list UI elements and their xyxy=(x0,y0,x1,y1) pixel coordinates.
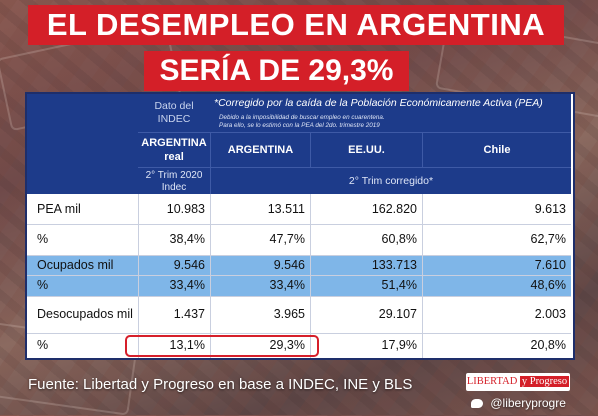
table-cell: 13.511 xyxy=(267,202,305,216)
grid-line xyxy=(138,194,139,358)
table-cell: 29,3% xyxy=(269,338,305,352)
table-cell: 60,8% xyxy=(381,232,417,246)
row-label-pea-pct: % xyxy=(37,232,49,246)
grid-line xyxy=(27,333,571,334)
grid-line xyxy=(310,194,311,358)
twitter-handle: @liberyprogre xyxy=(471,396,566,410)
table-cell: 1.437 xyxy=(173,307,205,321)
header-note: *Corregido por la caída de la Población … xyxy=(210,94,571,132)
note-line-2: Para ello, se lo estimó con la PEA del 2… xyxy=(219,122,380,129)
table-cell: 29.107 xyxy=(378,307,417,321)
header-dato-indec-label: Dato del INDEC xyxy=(154,100,194,125)
table-cell: 133.713 xyxy=(371,258,417,272)
twitter-handle-text: @liberyprogre xyxy=(490,396,566,410)
table-cell: 9.546 xyxy=(173,258,205,272)
header-corner xyxy=(27,94,138,194)
table-cell: 9.546 xyxy=(273,258,305,272)
table-cell: 10.983 xyxy=(166,202,205,216)
libertad-y-progreso-logo: LIBERTAD y Progreso xyxy=(466,373,570,391)
row-label-desocupados: Desocupados mil xyxy=(37,307,133,321)
grid-line xyxy=(422,194,423,358)
table-cell: 17,9% xyxy=(381,338,417,352)
row-label-desocupados-pct: % xyxy=(37,338,49,352)
logo-text-a: LIBERTAD xyxy=(466,376,518,387)
grid-line xyxy=(27,275,571,276)
table-cell: 33,4% xyxy=(269,278,305,292)
note-title: *Corregido por la caída de la Población … xyxy=(214,97,543,109)
table-cell: 38,4% xyxy=(169,232,205,246)
data-table: Dato del INDEC *Corregido por la caída d… xyxy=(25,92,575,360)
source-caption: Fuente: Libertad y Progreso en base a IN… xyxy=(28,376,413,393)
row-label-ocupados-pct: % xyxy=(37,278,49,292)
table-cell: 3.965 xyxy=(273,307,305,321)
table-cell: 13,1% xyxy=(169,338,205,352)
grid-line xyxy=(27,255,571,256)
column-header-chile: Chile xyxy=(422,132,571,167)
table-cell: 33,4% xyxy=(169,278,205,292)
table-cell: 162.820 xyxy=(371,202,417,216)
table-cell: 20,8% xyxy=(530,338,566,352)
column-header-argentina-real: ARGENTINA real xyxy=(138,132,210,167)
highlight-box xyxy=(125,335,319,357)
subheader-real: 2° Trim 2020 Indec xyxy=(138,167,210,194)
grid-line xyxy=(27,296,571,297)
title-line-2: SERÍA DE 29,3% xyxy=(144,51,409,91)
logo-text-b: y Progreso xyxy=(519,376,570,387)
column-header-argentina: ARGENTINA xyxy=(210,132,310,167)
table-cell: 2.003 xyxy=(534,307,566,321)
column-header-eeuu: EE.UU. xyxy=(310,132,422,167)
subheader-corregido: 2° Trim corregido* xyxy=(210,167,571,194)
table-cell: 51,4% xyxy=(381,278,417,292)
table-cell: 9.613 xyxy=(534,202,566,216)
title-line-1: EL DESEMPLEO EN ARGENTINA xyxy=(28,5,564,45)
note-line-1: Debido a la imposibilidad de buscar empl… xyxy=(219,114,385,121)
table-cell: 62,7% xyxy=(530,232,566,246)
table-cell: 47,7% xyxy=(269,232,305,246)
twitter-icon xyxy=(471,399,483,409)
table-cell: 48,6% xyxy=(530,278,566,292)
row-label-pea: PEA mil xyxy=(37,202,81,216)
grid-line xyxy=(27,224,571,225)
header-dato-indec: Dato del INDEC xyxy=(138,94,210,132)
table-cell: 7.610 xyxy=(534,258,566,272)
grid-line xyxy=(210,194,211,358)
row-label-ocupados: Ocupados mil xyxy=(37,258,114,272)
